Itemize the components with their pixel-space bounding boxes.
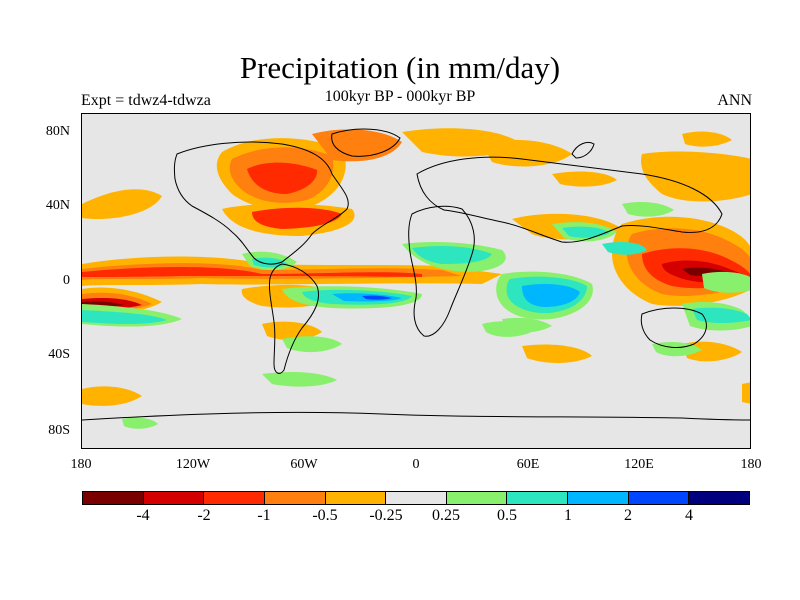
colorbar <box>82 491 750 505</box>
colorbar-label: -0.5 <box>312 507 338 524</box>
colorbar-label: -1 <box>257 507 271 524</box>
colorbar-label: 1 <box>564 507 572 524</box>
colorbar-segment <box>628 492 690 504</box>
colorbar-label: 4 <box>685 507 693 524</box>
season-label: ANN <box>717 92 752 109</box>
lon-label-120w: 120W <box>175 457 211 472</box>
colorbar-segment <box>204 492 265 504</box>
colorbar-label: 2 <box>624 507 632 524</box>
colorbar-segment <box>325 492 387 504</box>
precipitation-anomaly-map <box>82 128 750 429</box>
colorbar-label: -0.25 <box>369 507 403 524</box>
plot-subtitle: 100kyr BP - 000kyr BP <box>324 88 476 105</box>
colorbar-label: 0.5 <box>497 507 517 524</box>
lon-label-180w: 180 <box>70 457 92 472</box>
lon-label-180e: 180 <box>740 457 762 472</box>
colorbar-segment <box>568 492 629 504</box>
lon-label-0: 0 <box>412 457 420 472</box>
colorbar-segment <box>446 492 508 504</box>
colorbar-segment <box>689 492 750 504</box>
lon-label-60w: 60W <box>290 457 318 472</box>
lat-label-80s: 80S <box>48 423 70 438</box>
lat-label-80n: 80N <box>45 124 70 139</box>
colorbar-label: -2 <box>197 507 211 524</box>
lon-label-60e: 60E <box>516 457 540 472</box>
colorbar-segment <box>386 492 447 504</box>
drying-anomalies <box>82 128 750 406</box>
plot-title: Precipitation (in mm/day) <box>239 50 561 85</box>
experiment-label: Expt = tdwz4-tdwza <box>81 92 211 109</box>
colorbar-label: -4 <box>136 507 150 524</box>
lat-label-0: 0 <box>63 273 70 288</box>
map-panel <box>81 113 751 449</box>
colorbar-segment <box>143 492 205 504</box>
colorbar-label: 0.25 <box>432 507 460 524</box>
wetting-anomalies <box>82 202 750 429</box>
colorbar-segment <box>83 492 144 504</box>
lon-label-120e: 120E <box>624 457 654 472</box>
colorbar-segment <box>264 492 326 504</box>
lat-label-40s: 40S <box>48 347 70 362</box>
colorbar-segment <box>507 492 569 504</box>
coastlines <box>82 128 750 421</box>
lat-label-40n: 40N <box>45 198 70 213</box>
